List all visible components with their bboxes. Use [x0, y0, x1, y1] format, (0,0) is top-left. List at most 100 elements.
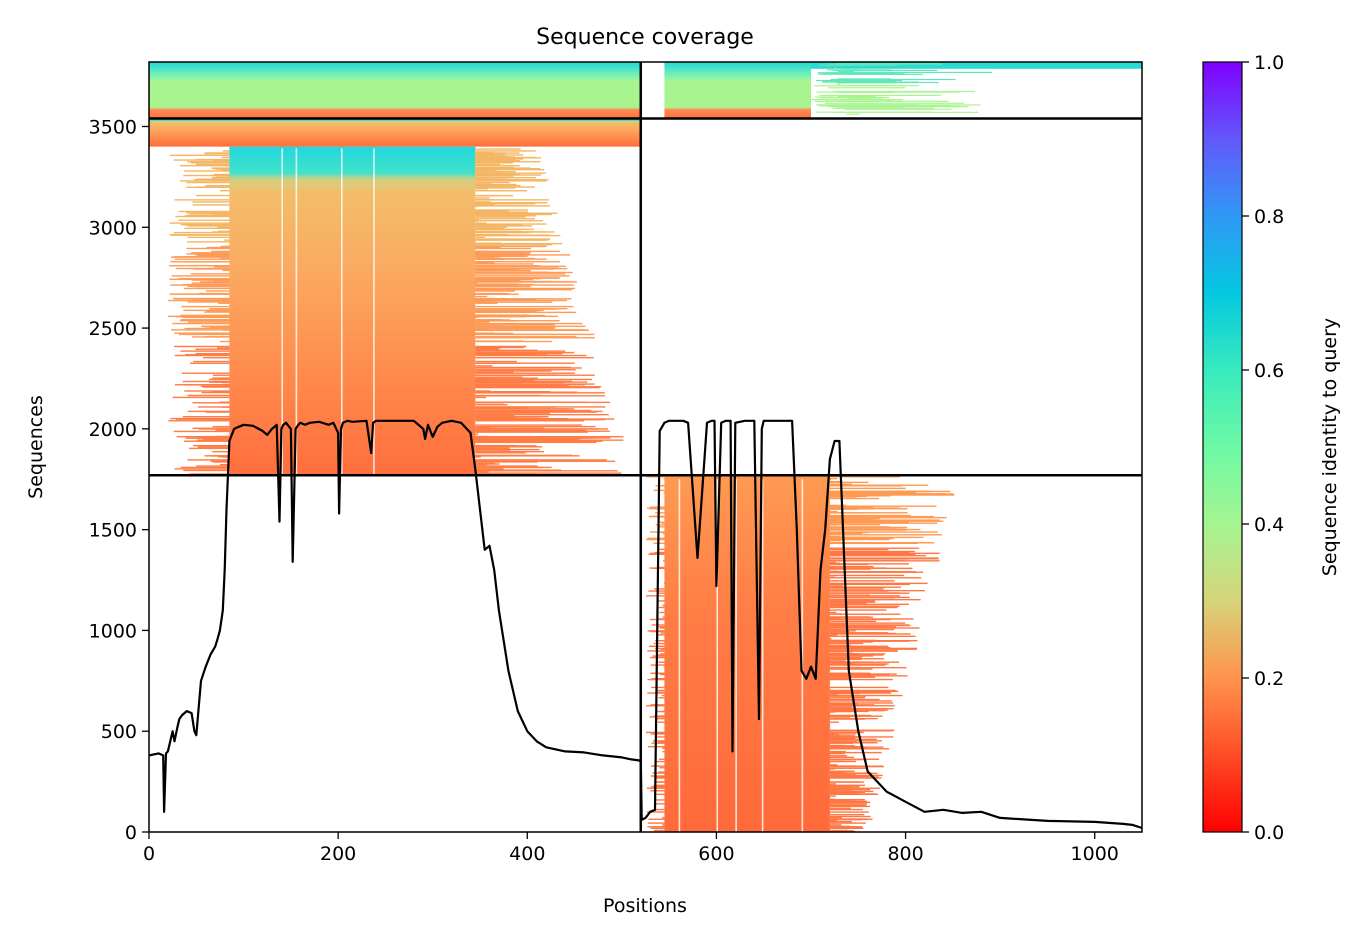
y-axis-ticks: 0 500 1000 1500 2000 2500 3000 3500	[89, 117, 149, 844]
coverage-stripe	[829, 706, 853, 709]
coverage-stripe	[829, 515, 934, 518]
colorbar-tick-label: 0.6	[1254, 360, 1284, 382]
coverage-stripe	[475, 414, 515, 417]
coverage-stripe	[829, 703, 858, 705]
coverage-stripe	[475, 360, 517, 363]
coverage-stripe	[187, 459, 230, 461]
coverage-stripe	[169, 222, 230, 224]
coverage-stripe	[475, 181, 510, 184]
coverage-stripe	[475, 401, 611, 404]
coverage-stripe	[195, 352, 230, 355]
coverage-stripe	[829, 648, 917, 650]
coverage-stripe	[475, 162, 514, 164]
coverage-stripe	[475, 450, 511, 452]
coverage-stripe	[829, 476, 901, 478]
coverage-stripe	[652, 772, 665, 774]
coverage-stripe	[475, 266, 559, 268]
coverage-stripe	[475, 222, 487, 224]
coverage-stripe	[475, 148, 521, 150]
coverage-stripe	[475, 159, 493, 161]
coverage-stripe	[475, 183, 492, 185]
coverage-stripe	[178, 277, 230, 280]
coverage-stripe	[828, 106, 969, 108]
coverage-stripe	[475, 199, 495, 201]
coverage-stripe	[475, 163, 501, 166]
coverage-stripe	[829, 490, 951, 493]
coverage-stripe	[648, 818, 665, 820]
coverage-stripe	[475, 370, 552, 372]
coverage-stripe	[829, 604, 847, 607]
coverage-stripe	[843, 85, 891, 87]
coverage-stripe	[475, 269, 531, 272]
coverage-stripe	[475, 412, 550, 414]
coverage-stripe	[655, 647, 665, 650]
coverage-stripe	[475, 227, 504, 230]
coverage-stripe	[475, 258, 504, 260]
coverage-stripe	[829, 548, 889, 551]
coverage-stripe	[829, 642, 853, 645]
coverage-stripe	[475, 333, 480, 335]
coverage-stripe	[475, 252, 531, 254]
y-tick-label: 2000	[89, 419, 137, 441]
coverage-stripe	[829, 731, 864, 734]
coverage-stripe	[174, 258, 230, 260]
coverage-stripe	[829, 553, 895, 555]
coverage-stripe	[475, 407, 529, 409]
coverage-stripe	[650, 827, 665, 829]
coverage-stripe	[657, 710, 665, 713]
coverage-stripe	[829, 567, 874, 569]
coverage-stripe	[829, 532, 863, 535]
coverage-stripe	[829, 624, 911, 627]
coverage-stripe	[183, 287, 230, 290]
coverage-stripe	[829, 776, 867, 778]
coverage-stripe	[655, 691, 665, 694]
coverage-stripe	[816, 91, 951, 93]
coverage-stripe	[204, 336, 230, 338]
coverage-stripe	[199, 292, 230, 295]
coverage-stripe	[829, 656, 862, 659]
coverage-stripe	[475, 295, 488, 298]
coverage-stripe	[829, 745, 855, 747]
coverage-stripe	[829, 676, 876, 678]
coverage-stripe	[475, 418, 615, 420]
coverage-stripe	[655, 634, 665, 636]
coverage-stripe	[829, 709, 888, 711]
coverage-stripe	[210, 455, 230, 457]
coverage-stripe	[829, 826, 862, 828]
coverage-stripe	[201, 391, 230, 394]
coverage-stripe	[475, 184, 521, 187]
coverage-stripe	[829, 520, 864, 522]
coverage-stripe	[475, 437, 596, 439]
coverage-stripe	[829, 563, 909, 565]
coverage-stripe	[829, 756, 855, 759]
coverage-stripe	[198, 436, 230, 438]
coverage-stripe	[475, 319, 511, 321]
coverage-stripe	[475, 347, 501, 349]
coverage-stripe	[829, 801, 837, 803]
coverage-stripe	[829, 623, 847, 625]
coverage-stripe	[180, 314, 230, 317]
coverage-stripe	[829, 775, 850, 777]
coverage-stripe	[208, 378, 230, 381]
coverage-stripe	[655, 639, 665, 642]
coverage-stripe	[475, 381, 588, 383]
coverage-stripe	[475, 178, 508, 180]
coverage-stripe	[475, 225, 533, 227]
colorbar-tick-label: 1.0	[1254, 52, 1284, 74]
coverage-stripe	[216, 168, 230, 170]
coverage-stripe	[829, 561, 836, 564]
coverage-stripe	[829, 582, 928, 585]
coverage-stripe	[173, 159, 230, 161]
coverage-stripe	[196, 465, 230, 467]
coverage-stripe	[829, 650, 898, 652]
coverage-stripe	[475, 380, 535, 382]
coverage-stripe	[829, 537, 894, 540]
coverage-stripe	[654, 781, 665, 783]
coverage-stripe	[187, 321, 230, 323]
coverage-stripe	[829, 592, 900, 594]
coverage-stripe	[829, 773, 839, 775]
coverage-stripe	[645, 538, 665, 541]
coverage-stripe	[829, 750, 846, 753]
coverage-stripe	[475, 190, 527, 192]
coverage-stripe	[829, 771, 841, 774]
